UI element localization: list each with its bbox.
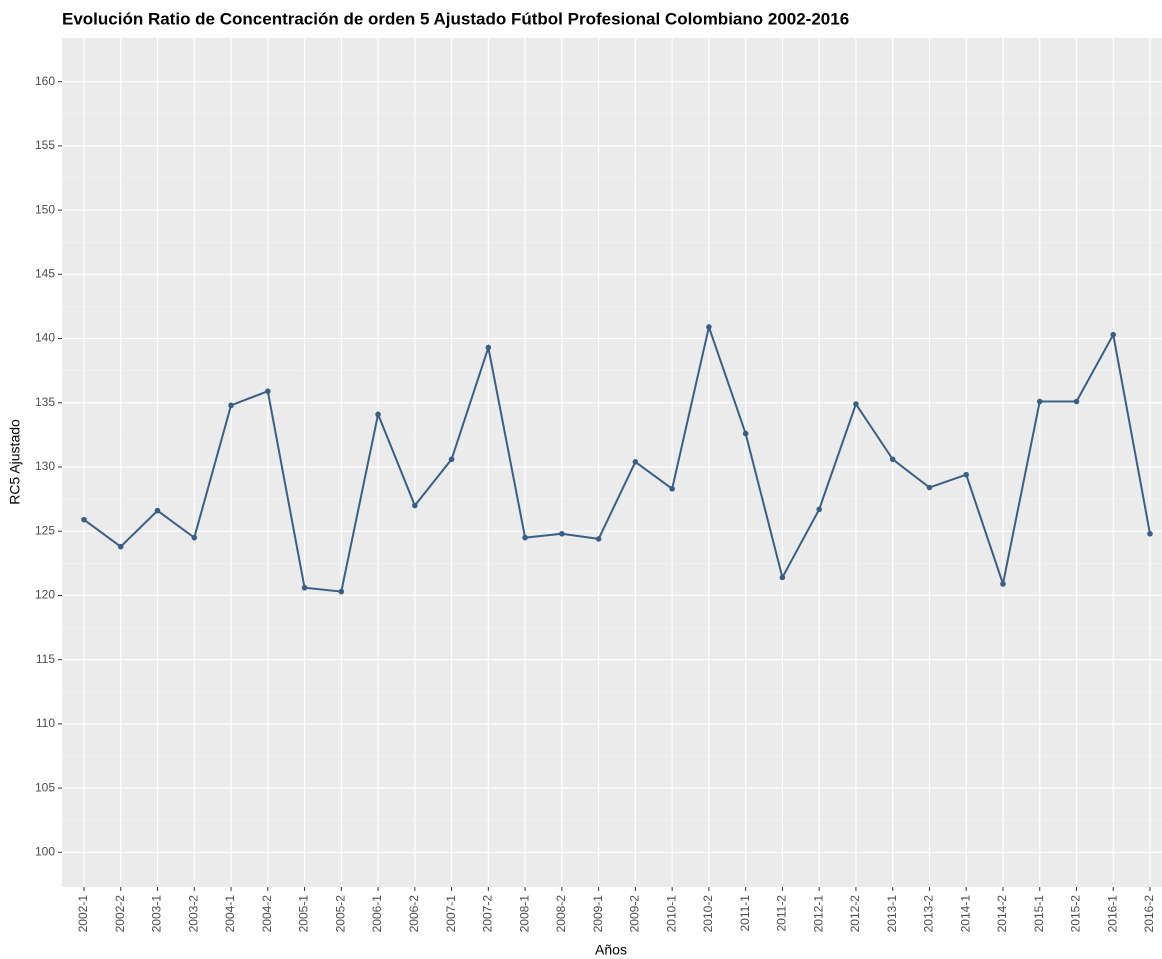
point [448,456,455,463]
x-tick-label: 2004-2 [260,895,274,933]
point [595,536,602,542]
x-tick-label: 2014-2 [995,895,1009,933]
y-tick-label: 145 [35,267,55,281]
point [117,543,124,550]
x-tick-label: 2013-1 [885,895,899,933]
point [191,534,198,541]
x-tick-label: 2015-2 [1069,895,1083,933]
x-tick-label: 2016-2 [1142,895,1156,933]
y-tick-label: 120 [35,588,55,602]
x-tick-label: 2007-1 [444,895,458,933]
point [853,401,859,407]
point [779,574,786,581]
x-tick-label: 2014-1 [958,895,972,933]
x-tick-label: 2003-2 [186,895,200,933]
x-tick-label: 2005-1 [297,895,311,933]
x-tick-label: 2015-1 [1032,895,1046,933]
point [963,471,970,478]
y-tick-label: 110 [36,716,55,730]
chart-title: Evolución Ratio de Concentración de orde… [62,9,849,28]
y-tick-label: 140 [35,331,55,345]
x-tick-label: 2016-1 [1105,895,1119,933]
point [338,588,345,595]
x-tick-label: 2011-1 [738,895,752,932]
point [559,530,565,537]
x-axis-title: Años [595,942,627,958]
point [926,484,933,491]
point [264,388,271,395]
point [154,507,161,514]
x-tick-label: 2002-1 [76,895,90,933]
point [1110,331,1117,338]
point [1000,581,1006,587]
panel [62,38,1162,887]
x-tick-label: 2004-1 [223,895,237,933]
x-tick-label: 2005-2 [333,895,347,933]
x-tick-label: 2011-2 [775,895,789,932]
x-tick-label: 2009-2 [628,895,642,933]
point [81,516,87,523]
y-tick-label: 135 [35,395,55,409]
line [83,323,1151,593]
x-tick-label: 2002-2 [113,895,127,933]
x-tick-label: 2009-1 [591,895,605,933]
point [889,456,896,463]
x-tick-label: 2013-2 [922,895,936,933]
x-tick-label: 2008-1 [517,895,531,933]
y-axis-title: RC5 Ajustado [7,419,23,505]
y-tick-label: 100 [35,844,55,858]
point [485,344,492,351]
y-tick-label: 115 [36,652,55,666]
x-tick-label: 2008-2 [554,895,568,933]
point [632,459,639,465]
point [1036,398,1043,405]
x-tick-label: 2012-2 [848,895,862,933]
x-tick-label: 2010-2 [701,895,715,933]
x-tick-label: 2012-1 [811,895,825,933]
x-tick-label: 2003-1 [150,895,164,933]
point [669,486,675,492]
x-tick-label: 2006-1 [370,895,384,933]
y-tick-label: 150 [35,202,55,216]
y-tick-label: 160 [35,74,55,88]
point [228,402,234,409]
y-tick-label: 130 [35,459,55,473]
point [522,534,528,541]
y-tick-label: 155 [35,138,55,152]
point [412,502,418,509]
grid [62,38,1162,887]
x-tick-label: 2010-1 [664,895,678,933]
point [742,430,749,437]
x-tick-label: 2007-2 [481,895,495,933]
x-tick-label: 2006-2 [407,895,421,933]
point [375,411,381,418]
point [816,506,822,513]
point [1147,530,1153,537]
point [1073,398,1080,405]
y-tick-label: 125 [35,523,55,537]
point [706,324,712,330]
point [301,584,308,591]
y-tick-label: 105 [35,780,55,794]
